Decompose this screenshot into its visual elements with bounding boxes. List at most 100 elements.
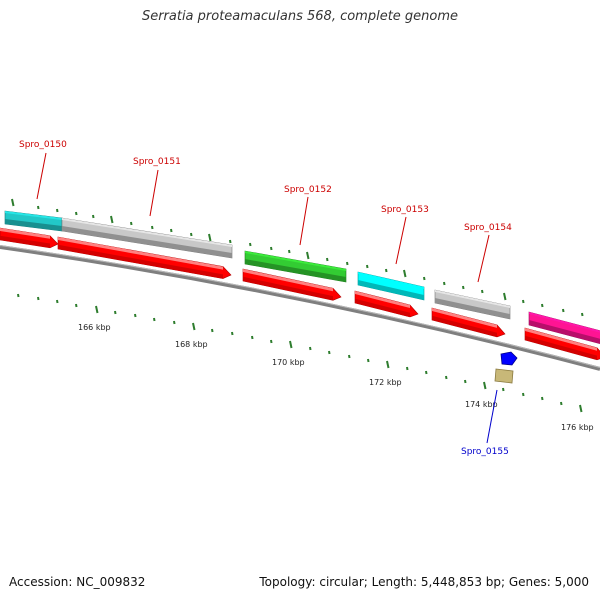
scale-label-174: 174 kbp bbox=[465, 400, 498, 409]
scale-tick-10 bbox=[211, 328, 214, 333]
upper-tick-19 bbox=[385, 268, 388, 273]
upper-tick-5 bbox=[110, 215, 114, 224]
feature-bar-hl-spro-0151 bbox=[62, 218, 232, 247]
scale-tick-23 bbox=[464, 379, 467, 384]
upper-tick-18 bbox=[366, 264, 369, 269]
cds-arrow-shade-4 bbox=[432, 315, 497, 337]
feature-bar-hl-unnamed-5 bbox=[529, 312, 600, 333]
leader-line-spro-0152 bbox=[299, 196, 309, 246]
gene-label-spro-0153[interactable]: Spro_0153 bbox=[381, 205, 429, 215]
scale-tick-27 bbox=[541, 396, 544, 401]
cds-arrow-hl-5 bbox=[525, 328, 597, 351]
scale-tick-12 bbox=[251, 335, 254, 340]
gene-label-spro-0150[interactable]: Spro_0150 bbox=[19, 140, 67, 150]
upper-tick-27 bbox=[541, 303, 544, 308]
leader-line-spro-0150 bbox=[36, 152, 47, 200]
scale-tick-25 bbox=[502, 387, 505, 392]
feature-bar-hl-spro-0154 bbox=[435, 290, 510, 308]
upper-tick-7 bbox=[151, 225, 154, 230]
genome-backbone-highlight bbox=[0, 245, 600, 368]
upper-tick-22 bbox=[443, 281, 446, 286]
scale-tick-11 bbox=[231, 331, 234, 336]
scale-tick-28 bbox=[560, 401, 563, 406]
cds-arrow-hl-2 bbox=[243, 269, 333, 292]
gene-glyph-spro-0155[interactable] bbox=[500, 351, 518, 366]
cds-arrow-shade-1 bbox=[58, 244, 223, 279]
feature-bar-hl-spro-0152 bbox=[245, 251, 346, 271]
cds-arrow-hl-1 bbox=[58, 237, 223, 270]
scale-tick-19 bbox=[386, 360, 390, 369]
scale-tick-21 bbox=[425, 370, 428, 375]
scale-tick-29 bbox=[579, 404, 583, 413]
scale-label-170: 170 kbp bbox=[272, 358, 305, 367]
upper-tick-17 bbox=[346, 261, 349, 266]
genome-backbone bbox=[0, 245, 600, 371]
upper-tick-1 bbox=[37, 205, 40, 210]
scale-tick-6 bbox=[134, 313, 137, 318]
upper-tick-6 bbox=[130, 221, 133, 226]
leader-line-spro-0151 bbox=[149, 169, 159, 217]
scale-tick-20 bbox=[406, 366, 409, 371]
gene-label-spro-0151[interactable]: Spro_0151 bbox=[133, 157, 181, 167]
feature-bar-shade-spro-0153 bbox=[358, 280, 424, 300]
leader-line-spro-0155 bbox=[486, 389, 498, 444]
scale-tick-17 bbox=[348, 354, 351, 359]
feature-bar-shade-spro-0151 bbox=[62, 226, 232, 258]
scale-tick-4 bbox=[95, 305, 99, 314]
upper-tick-23 bbox=[462, 285, 465, 290]
feature-bar-shade-spro-0154 bbox=[435, 298, 510, 319]
upper-tick-10 bbox=[208, 233, 212, 242]
upper-tick-25 bbox=[503, 292, 507, 301]
cds-arrow-hl-3 bbox=[355, 291, 410, 308]
upper-tick-13 bbox=[270, 246, 273, 251]
feature-bar-shade-spro-0150 bbox=[5, 219, 62, 231]
scale-tick-13 bbox=[270, 339, 273, 344]
scale-tick-9 bbox=[192, 322, 196, 331]
scale-tick-3 bbox=[75, 303, 78, 308]
upper-tick-24 bbox=[481, 289, 484, 294]
upper-tick-26 bbox=[522, 299, 525, 304]
scale-label-166: 166 kbp bbox=[78, 323, 111, 332]
upper-tick-12 bbox=[249, 242, 252, 247]
upper-tick-0 bbox=[11, 198, 15, 207]
upper-tick-29 bbox=[581, 312, 584, 317]
upper-tick-20 bbox=[403, 269, 407, 278]
scale-tick-1 bbox=[37, 296, 40, 301]
cds-arrow-hl-4 bbox=[432, 308, 497, 328]
upper-tick-8 bbox=[170, 228, 173, 233]
scale-tick-8 bbox=[173, 320, 176, 325]
cds-arrow-shade-3 bbox=[355, 298, 410, 317]
scale-tick-24 bbox=[483, 381, 487, 390]
scale-tick-26 bbox=[522, 392, 525, 397]
cds-arrow-shade-2 bbox=[243, 276, 333, 301]
scale-tick-7 bbox=[153, 317, 156, 322]
gene-label-spro-0154[interactable]: Spro_0154 bbox=[464, 223, 512, 233]
scale-tick-18 bbox=[367, 358, 370, 363]
gene-glyph-tan[interactable] bbox=[494, 368, 514, 384]
accession-text: Accession: NC_009832 bbox=[9, 575, 146, 589]
upper-tick-28 bbox=[562, 308, 565, 313]
feature-bar-shade-unnamed-5 bbox=[529, 320, 600, 344]
upper-tick-16 bbox=[326, 257, 329, 262]
upper-tick-2 bbox=[56, 208, 59, 213]
feature-bar-shade-spro-0152 bbox=[245, 259, 346, 282]
scale-tick-5 bbox=[114, 310, 117, 315]
upper-tick-11 bbox=[229, 239, 232, 244]
scale-label-172: 172 kbp bbox=[369, 378, 402, 387]
scale-tick-15 bbox=[309, 346, 312, 351]
upper-tick-3 bbox=[75, 211, 78, 216]
cds-arrow-shade-5 bbox=[525, 335, 597, 360]
gene-label-spro-0152[interactable]: Spro_0152 bbox=[284, 185, 332, 195]
map-title: Serratia proteamaculans 568, complete ge… bbox=[141, 9, 459, 24]
cds-arrow-hl-0 bbox=[0, 228, 50, 239]
scale-label-168: 168 kbp bbox=[175, 340, 208, 349]
scale-tick-16 bbox=[328, 350, 331, 355]
feature-bar-hl-spro-0150 bbox=[5, 211, 62, 220]
topology-text: Topology: circular; Length: 5,448,853 bp… bbox=[259, 575, 589, 589]
upper-tick-9 bbox=[190, 232, 193, 237]
leader-line-spro-0153 bbox=[395, 216, 407, 265]
feature-bar-hl-spro-0153 bbox=[358, 272, 424, 289]
gene-label-spro-0155[interactable]: Spro_0155 bbox=[461, 447, 509, 457]
scale-tick-2 bbox=[56, 299, 59, 304]
